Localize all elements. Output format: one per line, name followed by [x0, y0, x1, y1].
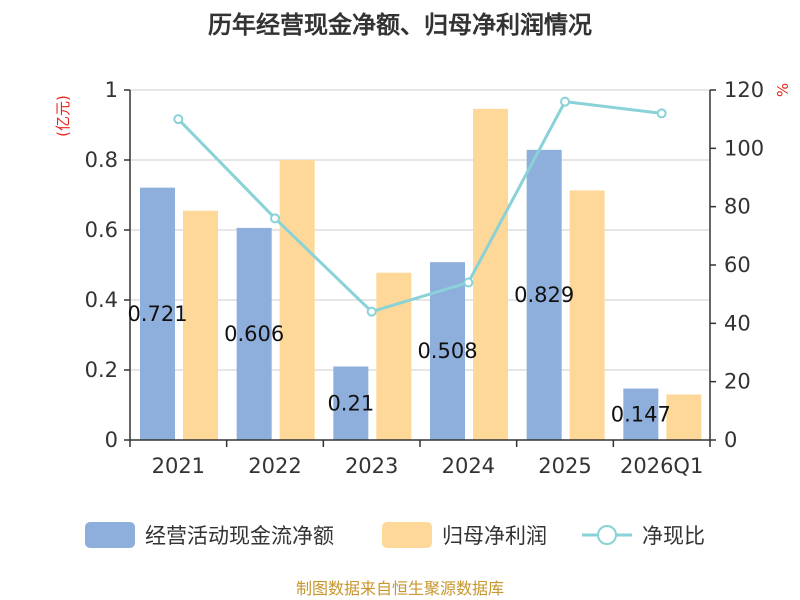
source-note: 制图数据来自恒生聚源数据库 [296, 579, 504, 598]
ratio-point [560, 96, 570, 107]
grid [130, 89, 710, 371]
ratio-point [656, 108, 667, 119]
ratio-point [366, 306, 377, 317]
legend-swatch-profit [382, 522, 432, 548]
bar-operating-cashflow [623, 388, 659, 440]
axes: 0 0.2 0.4 0.6 0.8 1 0 20 40 60 80 100 120 2021 2022 202… [85, 78, 765, 478]
legend-label-ratio: 净现比 [642, 524, 705, 548]
right-tick-label: 0 [724, 428, 737, 452]
legend-swatch-cashflow [85, 522, 135, 548]
ratio-line-path [177, 100, 662, 314]
ratio-point [173, 114, 184, 125]
x-tick-label: 2022 [248, 454, 301, 478]
x-tick-label: 2026Q1 [620, 454, 703, 478]
right-tick-label: 100 [724, 136, 764, 160]
data-labels: 0.721 0.606 0.21 0.508 0.829 0.147 [127, 283, 670, 426]
right-tick-label: 20 [724, 370, 751, 394]
ratio-line [173, 96, 667, 317]
bar-net-profit [569, 190, 605, 440]
legend-label-profit: 归母净利润 [442, 524, 547, 548]
left-tick-label: 0.4 [85, 288, 118, 312]
bar-net-profit [666, 394, 702, 440]
left-tick-label: 0.6 [85, 218, 118, 242]
x-tick-label: 2021 [152, 454, 205, 478]
data-label: 0.508 [417, 339, 477, 363]
bar-operating-cashflow [333, 366, 369, 440]
left-tick-label: 1 [105, 78, 118, 102]
right-tick-label: 80 [724, 195, 751, 219]
legend-swatch-ratio-marker [597, 525, 617, 545]
bars [140, 108, 702, 441]
data-label: 0.21 [327, 391, 374, 415]
x-tick-label: 2025 [538, 454, 591, 478]
x-tick-label: 2023 [345, 454, 398, 478]
left-tick-label: 0 [105, 428, 118, 452]
bar-net-profit [279, 160, 315, 440]
bar-net-profit [183, 210, 218, 440]
ratio-point [463, 277, 474, 288]
data-label: 0.147 [611, 402, 671, 426]
left-axis-unit: (亿元) [54, 95, 72, 137]
x-tick-label: 2024 [442, 454, 495, 478]
bar-operating-cashflow [236, 227, 272, 440]
right-axis-unit: % [774, 83, 792, 97]
right-tick-label: 60 [724, 253, 751, 277]
chart-title: 历年经营现金净额、归母净利润情况 [208, 11, 592, 39]
legend: 经营活动现金流净额 归母净利润 净现比 [85, 522, 705, 548]
data-label: 0.721 [127, 302, 187, 326]
bar-operating-cashflow [140, 187, 175, 440]
left-tick-label: 0.8 [85, 148, 118, 172]
bar-net-profit [473, 108, 508, 441]
right-tick-label: 40 [724, 311, 751, 335]
right-tick-label: 120 [724, 78, 764, 102]
bar-net-profit [376, 272, 412, 440]
left-tick-label: 0.2 [85, 358, 118, 382]
data-label: 0.606 [224, 322, 284, 346]
legend-label-cashflow: 经营活动现金流净额 [145, 524, 334, 548]
ratio-point [270, 213, 280, 224]
data-label: 0.829 [514, 283, 574, 307]
bar-operating-cashflow [526, 149, 562, 440]
